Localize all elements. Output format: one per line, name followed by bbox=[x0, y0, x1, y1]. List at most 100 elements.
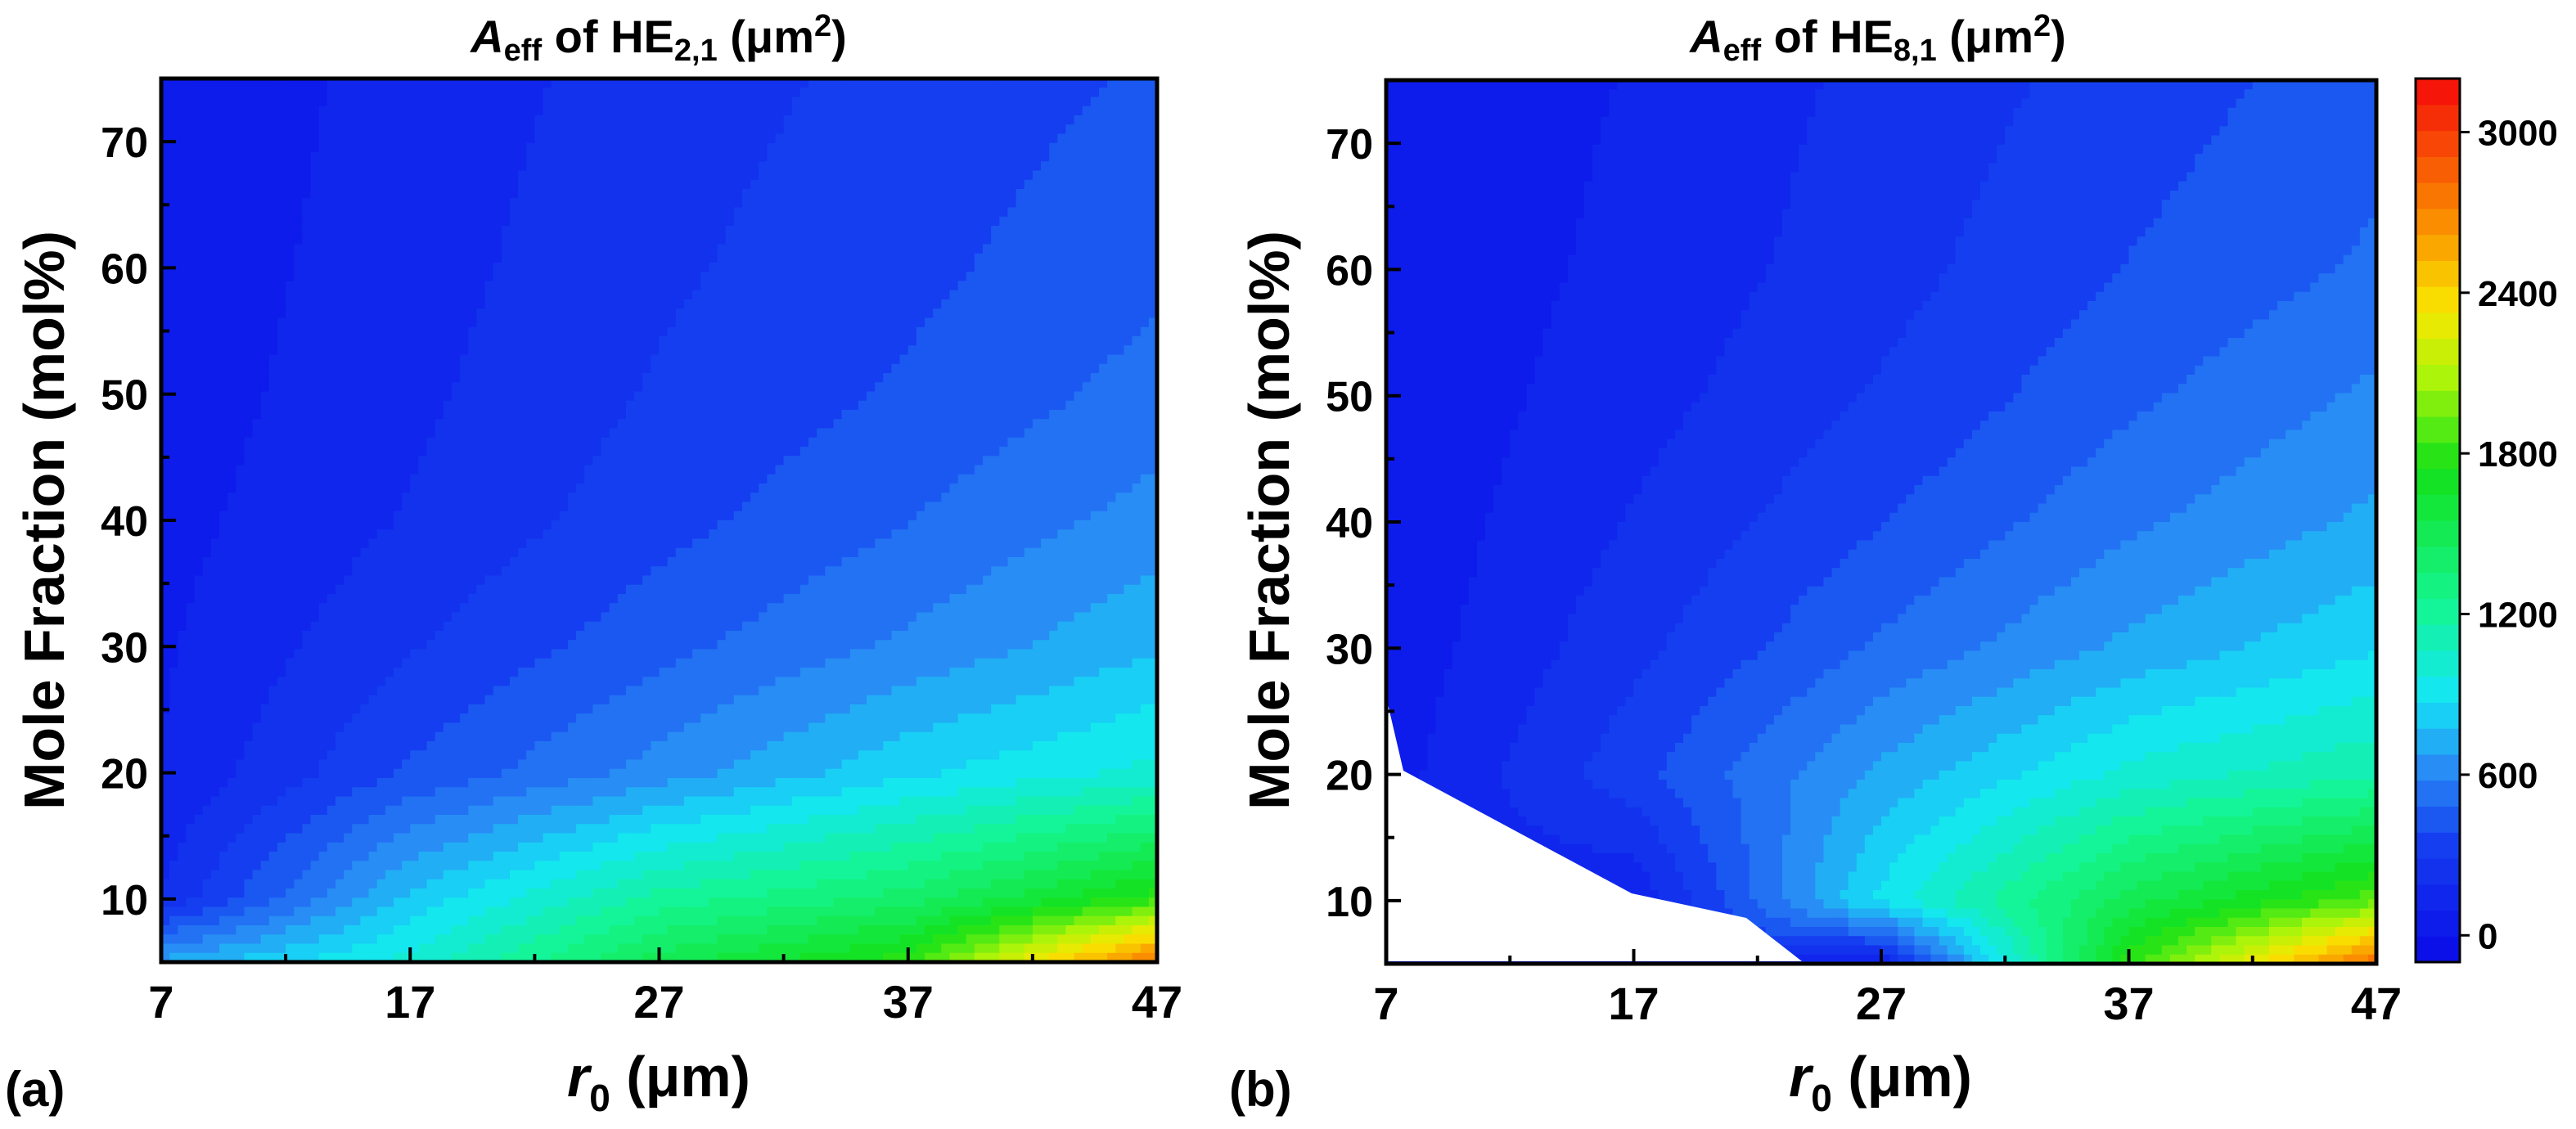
contour-cell bbox=[567, 216, 577, 227]
contour-cell bbox=[1148, 437, 1158, 448]
contour-cell bbox=[717, 244, 727, 254]
contour-cell bbox=[161, 216, 170, 227]
contour-cell bbox=[443, 345, 453, 356]
contour-cell bbox=[576, 373, 586, 384]
contour-cell bbox=[310, 170, 320, 181]
contour-cell bbox=[1049, 272, 1059, 282]
contour-cell bbox=[244, 410, 254, 421]
contour-cell bbox=[642, 345, 652, 356]
contour-cell bbox=[875, 290, 885, 300]
contour-cell bbox=[576, 382, 586, 393]
contour-cell bbox=[294, 336, 304, 347]
contour-cell bbox=[625, 97, 635, 107]
contour-cell bbox=[194, 263, 204, 273]
contour-cell bbox=[551, 170, 561, 181]
contour-cell bbox=[867, 281, 876, 291]
contour-cell bbox=[451, 391, 461, 402]
contour-cell bbox=[1099, 308, 1108, 319]
contour-cell bbox=[484, 263, 494, 273]
contour-cell bbox=[435, 253, 444, 263]
contour-cell bbox=[983, 363, 992, 374]
contour-cell bbox=[543, 179, 552, 190]
contour-cell bbox=[244, 106, 254, 116]
contour-cell bbox=[376, 161, 386, 172]
contour-cell bbox=[161, 272, 170, 282]
contour-cell bbox=[692, 152, 702, 163]
contour-cell bbox=[750, 363, 759, 374]
contour-cell bbox=[368, 79, 378, 89]
contour-cell bbox=[194, 428, 204, 439]
contour-cell bbox=[725, 207, 735, 218]
contour-cell bbox=[252, 456, 262, 466]
contour-cell bbox=[318, 391, 328, 402]
contour-cell bbox=[501, 170, 511, 181]
contour-cell bbox=[750, 79, 759, 89]
contour-cell bbox=[493, 336, 502, 347]
contour-cell bbox=[675, 244, 685, 254]
contour-cell bbox=[252, 235, 262, 245]
contour-cell bbox=[817, 106, 826, 116]
contour-cell bbox=[1074, 198, 1083, 209]
contour-cell bbox=[418, 106, 428, 116]
contour-cell bbox=[476, 299, 486, 310]
contour-cell bbox=[327, 106, 336, 116]
contour-cell bbox=[385, 216, 394, 227]
contour-cell bbox=[651, 106, 660, 116]
contour-cell bbox=[236, 124, 245, 135]
contour-cell bbox=[799, 382, 809, 393]
contour-cell bbox=[260, 235, 270, 245]
contour-cell bbox=[741, 79, 751, 89]
contour-cell bbox=[725, 142, 735, 153]
contour-cell bbox=[966, 400, 975, 411]
contour-cell bbox=[625, 317, 635, 328]
contour-cell bbox=[484, 363, 494, 374]
contour-cell bbox=[1090, 226, 1100, 236]
contour-cell bbox=[974, 179, 984, 190]
contour-cell bbox=[294, 299, 304, 310]
contour-cell bbox=[1090, 336, 1100, 347]
contour-cell bbox=[999, 133, 1009, 144]
contour-cell bbox=[302, 79, 312, 89]
contour-cell bbox=[476, 382, 486, 393]
contour-cell bbox=[310, 189, 320, 200]
contour-cell bbox=[651, 253, 660, 263]
contour-cell bbox=[310, 106, 320, 116]
contour-cell bbox=[178, 79, 187, 89]
contour-cell bbox=[651, 170, 660, 181]
contour-cell bbox=[634, 244, 644, 254]
contour-cell bbox=[1041, 79, 1050, 89]
contour-cell bbox=[601, 106, 610, 116]
contour-cell bbox=[576, 308, 586, 319]
contour-cell bbox=[841, 189, 851, 200]
contour-cell bbox=[460, 88, 470, 98]
contour-cell bbox=[759, 216, 768, 227]
contour-cell bbox=[609, 290, 619, 300]
contour-cell bbox=[484, 79, 494, 89]
contour-cell bbox=[849, 226, 859, 236]
contour-cell bbox=[426, 79, 436, 89]
contour-cell bbox=[518, 281, 528, 291]
contour-cell bbox=[460, 354, 470, 365]
contour-cell bbox=[867, 345, 876, 356]
contour-cell bbox=[925, 363, 934, 374]
contour-cell bbox=[443, 253, 453, 263]
contour-cell bbox=[634, 419, 644, 430]
contour-cell bbox=[344, 216, 354, 227]
contour-cell bbox=[410, 179, 420, 190]
contour-cell bbox=[759, 373, 768, 384]
contour-cell bbox=[551, 373, 561, 384]
contour-cell bbox=[725, 336, 735, 347]
contour-cell bbox=[302, 179, 312, 190]
contour-cell bbox=[1032, 226, 1042, 236]
contour-cell bbox=[584, 382, 594, 393]
contour-cell bbox=[1016, 363, 1025, 374]
contour-cell bbox=[983, 198, 992, 209]
contour-cell bbox=[277, 317, 286, 328]
contour-cell bbox=[592, 88, 602, 98]
contour-cell bbox=[476, 373, 486, 384]
contour-cell bbox=[675, 410, 685, 421]
contour-cell bbox=[1024, 410, 1034, 421]
contour-cell bbox=[1124, 179, 1133, 190]
contour-cell bbox=[1124, 345, 1133, 356]
contour-cell bbox=[493, 382, 502, 393]
